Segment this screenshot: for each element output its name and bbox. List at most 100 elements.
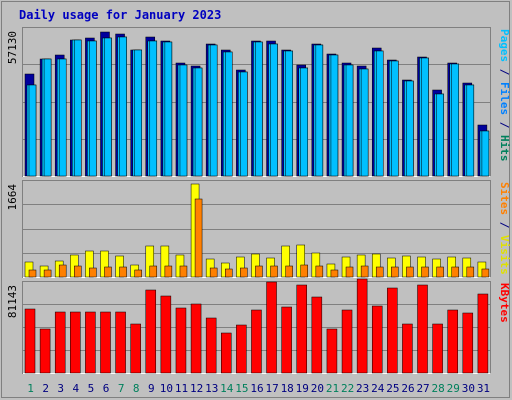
bar-pages — [164, 41, 173, 177]
legend-middle: Sites / Visits — [498, 182, 511, 275]
bar-kbytes — [402, 323, 413, 374]
day-label: 20 — [311, 382, 324, 395]
day-label: 14 — [220, 382, 234, 395]
bar-pages — [270, 43, 278, 177]
bar-pages — [466, 84, 475, 177]
day-label: 29 — [447, 382, 460, 395]
bar-kbytes — [462, 312, 474, 374]
day-label: 10 — [160, 382, 173, 395]
day-label: 17 — [265, 382, 278, 395]
bar-sites — [74, 265, 82, 278]
bar-sites — [421, 266, 429, 278]
bar-sites — [149, 265, 158, 278]
day-labels: 1 2 3 4 5 6 7 8 9 10 11 12 13 14 15 16 17 18 19 20 21 22 23 24 2… — [27, 382, 490, 395]
bar-pages — [391, 60, 399, 177]
day-label: 13 — [205, 382, 218, 395]
day-label: 30 — [462, 382, 475, 395]
bar-pages — [481, 130, 490, 177]
bar-sites — [345, 266, 354, 278]
bar-sites — [209, 267, 218, 278]
bar-pages — [179, 64, 188, 177]
visits-sites-panel — [22, 180, 491, 278]
bar-kbytes — [175, 307, 187, 374]
bar-kbytes — [311, 296, 323, 374]
bar-pages — [74, 39, 82, 177]
bar-kbytes — [356, 278, 368, 374]
day-label: 26 — [401, 382, 414, 395]
bar-sites — [134, 269, 142, 278]
day-label: 1 — [27, 382, 34, 395]
bar-sites — [391, 266, 399, 278]
max-label-middle: 1664 — [6, 184, 19, 211]
legend-bottom: KBytes — [498, 283, 511, 323]
bar-pages — [451, 63, 459, 177]
bar-kbytes — [70, 311, 81, 374]
bar-sites — [466, 266, 475, 278]
legend-part: / — [498, 115, 511, 135]
bar-sites — [360, 265, 369, 278]
right-legend-labels: Pages / Files / Hits Sites / Visits KBytes — [498, 29, 511, 323]
bar-sites — [451, 266, 459, 278]
bar-kbytes — [85, 311, 96, 374]
bar-kbytes — [115, 311, 126, 374]
day-label: 12 — [190, 382, 203, 395]
bar-pages — [285, 50, 293, 177]
bar-kbytes — [296, 284, 307, 374]
bar-pages — [134, 49, 142, 177]
bar-kbytes — [417, 284, 428, 374]
day-label: 24 — [371, 382, 385, 395]
bar-sites — [406, 266, 414, 278]
bar-pages — [119, 36, 127, 177]
legend-part: Hits — [498, 135, 511, 162]
bar-pages — [375, 50, 384, 177]
day-label: 31 — [477, 382, 490, 395]
bar-kbytes — [236, 324, 247, 374]
bar-pages — [255, 41, 263, 177]
bar-kbytes — [281, 306, 292, 374]
bar-kbytes — [24, 308, 36, 374]
bar-kbytes — [145, 289, 157, 374]
bar-pages — [406, 80, 414, 177]
bar-sites — [270, 265, 278, 278]
bar-pages — [149, 40, 158, 177]
bar-kbytes — [190, 303, 202, 374]
bar-sites — [89, 267, 97, 278]
hits-files-pages-panel — [22, 27, 491, 177]
bar-sites — [194, 198, 203, 278]
day-label: 21 — [326, 382, 339, 395]
kbytes-panel — [22, 278, 491, 374]
day-label: 25 — [386, 382, 399, 395]
legend-part: Files — [498, 82, 511, 115]
bar-sites — [43, 269, 52, 278]
legend-part: KBytes — [498, 283, 511, 323]
day-label: 5 — [88, 382, 95, 395]
bar-kbytes — [130, 323, 141, 374]
day-label: 4 — [73, 382, 80, 395]
bar-kbytes — [266, 281, 277, 374]
max-value-labels: 57130 1664 81143 — [6, 31, 19, 318]
day-label: 9 — [148, 382, 155, 395]
max-label-top: 57130 — [6, 31, 19, 64]
bar-pages — [436, 93, 444, 177]
bar-pages — [225, 51, 233, 177]
day-label: 28 — [432, 382, 445, 395]
legend-top: Pages / Files / Hits — [498, 29, 511, 162]
bar-pages — [209, 44, 218, 177]
legend-part: Pages — [498, 29, 511, 62]
legend-part: Sites — [498, 182, 511, 215]
bar-sites — [375, 266, 384, 278]
bar-sites — [481, 268, 490, 278]
bar-kbytes — [221, 332, 232, 374]
bar-pages — [89, 40, 97, 177]
bar-pages — [28, 84, 37, 177]
bar-kbytes — [341, 309, 353, 374]
bar-sites — [179, 265, 188, 278]
bar-sites — [164, 265, 173, 278]
bar-pages — [345, 64, 354, 177]
bar-kbytes — [251, 309, 262, 374]
bar-sites — [225, 268, 233, 278]
bar-sites — [58, 264, 67, 278]
bar-sites — [104, 266, 112, 278]
bar-pages — [300, 67, 308, 177]
